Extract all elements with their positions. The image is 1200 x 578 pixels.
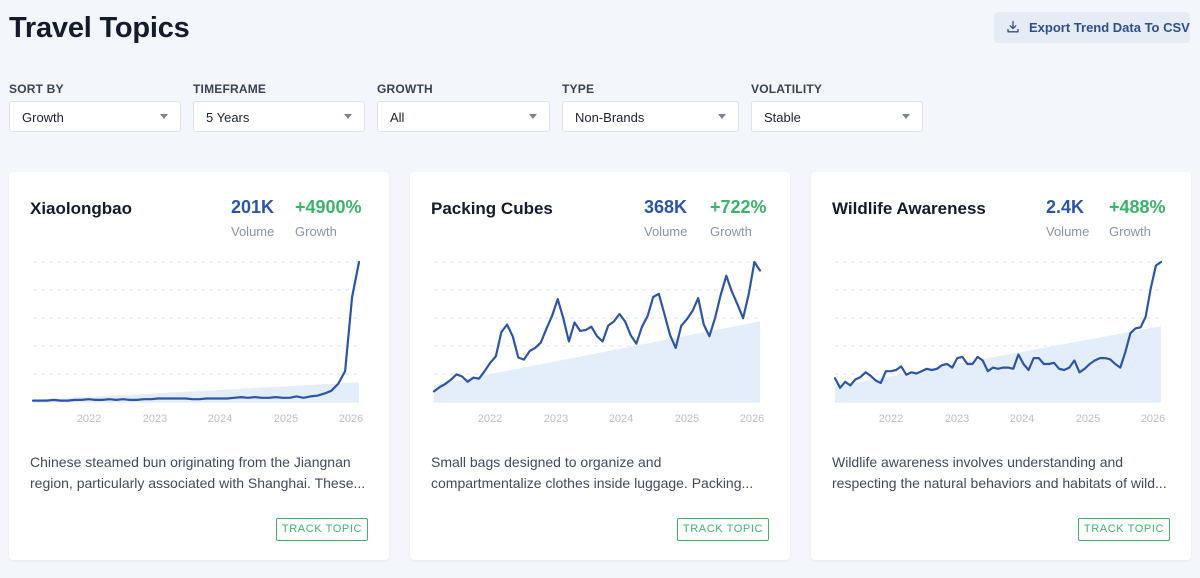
growth-value: +722% xyxy=(710,197,767,217)
trend-area xyxy=(434,321,760,402)
x-tick-label: 2025 xyxy=(1076,413,1100,425)
description-line: Small bags designed to organize and xyxy=(431,454,662,470)
growth-metric: +488% Growth xyxy=(1109,197,1166,239)
x-tick-label: 2022 xyxy=(77,413,101,425)
series-line xyxy=(833,260,1163,389)
x-tick-label: 2023 xyxy=(143,413,167,425)
x-tick-label: 2024 xyxy=(1010,413,1034,425)
volume-metric: 368K Volume xyxy=(644,197,687,239)
x-tick-label: 2023 xyxy=(945,413,969,425)
trend-area xyxy=(835,326,1161,402)
topic-title: Wildlife Awareness xyxy=(832,199,986,218)
series-line xyxy=(31,260,361,402)
x-tick-label: 2026 xyxy=(740,413,764,425)
topic-card-xiaolongbao[interactable]: Xiaolongbao 201K Volume +4900% Growth 20… xyxy=(9,172,389,560)
caret-down-icon xyxy=(344,114,352,119)
track-topic-button[interactable]: TRACK TOPIC xyxy=(276,518,368,541)
volume-metric: 201K Volume xyxy=(231,197,274,239)
topic-title: Packing Cubes xyxy=(431,199,553,218)
select-value: Stable xyxy=(764,110,801,125)
filter-timeframe: TIMEFRAME 5 Years xyxy=(193,82,365,132)
select-value: 5 Years xyxy=(206,110,250,125)
volume-value: 201K xyxy=(231,197,275,217)
growth-metric: +722% Growth xyxy=(710,197,767,239)
trend-chart: 2022 2023 2024 2025 2026 xyxy=(833,260,1165,425)
description-line: region, particularly associated with Sha… xyxy=(30,475,366,491)
description-line: compartmentalize clothes inside luggage.… xyxy=(431,475,754,491)
export-csv-button[interactable]: Export Trend Data To CSV xyxy=(994,12,1190,43)
trend-chart: 2022 2023 2024 2025 2026 xyxy=(31,260,363,425)
x-tick-label: 2022 xyxy=(478,413,502,425)
filter-label: SORT BY xyxy=(9,82,64,96)
x-tick-label: 2025 xyxy=(675,413,699,425)
volume-label: Volume xyxy=(644,224,688,239)
description-line: Wildlife awareness involves understandin… xyxy=(832,454,1124,470)
caret-down-icon xyxy=(902,114,910,119)
growth-label: Growth xyxy=(295,224,337,239)
page-title: Travel Topics xyxy=(9,12,190,44)
topic-card-wildlife-awareness[interactable]: Wildlife Awareness 2.4K Volume +488% Gro… xyxy=(811,172,1191,560)
timeframe-select[interactable]: 5 Years xyxy=(193,101,365,132)
topic-description: Chinese steamed bun originating from the… xyxy=(30,452,370,494)
series-line xyxy=(432,260,762,393)
volume-metric: 2.4K Volume xyxy=(1046,197,1089,239)
select-value: All xyxy=(390,110,405,125)
filter-volatility: VOLATILITY Stable xyxy=(751,82,923,132)
filter-label: VOLATILITY xyxy=(751,82,823,96)
growth-value: +4900% xyxy=(295,197,362,217)
growth-label: Growth xyxy=(1109,224,1151,239)
sort-by-select[interactable]: Growth xyxy=(9,101,181,132)
caret-down-icon xyxy=(529,114,537,119)
x-tick-label: 2023 xyxy=(544,413,568,425)
volume-label: Volume xyxy=(1046,224,1090,239)
growth-value: +488% xyxy=(1109,197,1166,217)
export-label: Export Trend Data To CSV xyxy=(1029,20,1190,35)
x-tick-label: 2024 xyxy=(208,413,232,425)
caret-down-icon xyxy=(718,114,726,119)
x-tick-label: 2024 xyxy=(609,413,633,425)
select-value: Non-Brands xyxy=(575,110,645,125)
topic-title: Xiaolongbao xyxy=(30,199,132,218)
filter-label: TYPE xyxy=(562,82,595,96)
volatility-select[interactable]: Stable xyxy=(751,101,923,132)
description-line: Chinese steamed bun originating from the… xyxy=(30,454,351,470)
topic-description: Small bags designed to organize and comp… xyxy=(431,452,771,494)
topic-description: Wildlife awareness involves understandin… xyxy=(832,452,1172,494)
caret-down-icon xyxy=(160,114,168,119)
x-tick-label: 2025 xyxy=(274,413,298,425)
growth-metric: +4900% Growth xyxy=(295,197,362,239)
select-value: Growth xyxy=(22,110,64,125)
filter-sort-by: SORT BY Growth xyxy=(9,82,181,132)
volume-value: 2.4K xyxy=(1046,197,1085,217)
x-tick-label: 2026 xyxy=(339,413,363,425)
filter-label: TIMEFRAME xyxy=(193,82,267,96)
x-tick-label: 2022 xyxy=(879,413,903,425)
description-line: respecting the natural behaviors and hab… xyxy=(832,475,1167,491)
download-icon xyxy=(1007,20,1019,33)
topic-card-packing-cubes[interactable]: Packing Cubes 368K Volume +722% Growth 2… xyxy=(410,172,790,560)
type-select[interactable]: Non-Brands xyxy=(562,101,739,132)
growth-label: Growth xyxy=(710,224,752,239)
track-topic-button[interactable]: TRACK TOPIC xyxy=(1078,518,1170,541)
growth-select[interactable]: All xyxy=(377,101,550,132)
volume-label: Volume xyxy=(231,224,275,239)
trend-chart: 2022 2023 2024 2025 2026 xyxy=(432,260,764,425)
filter-label: GROWTH xyxy=(377,82,433,96)
x-tick-label: 2026 xyxy=(1141,413,1165,425)
filter-growth: GROWTH All xyxy=(377,82,550,132)
filter-type: TYPE Non-Brands xyxy=(562,82,739,132)
track-topic-button[interactable]: TRACK TOPIC xyxy=(677,518,769,541)
volume-value: 368K xyxy=(644,197,688,217)
